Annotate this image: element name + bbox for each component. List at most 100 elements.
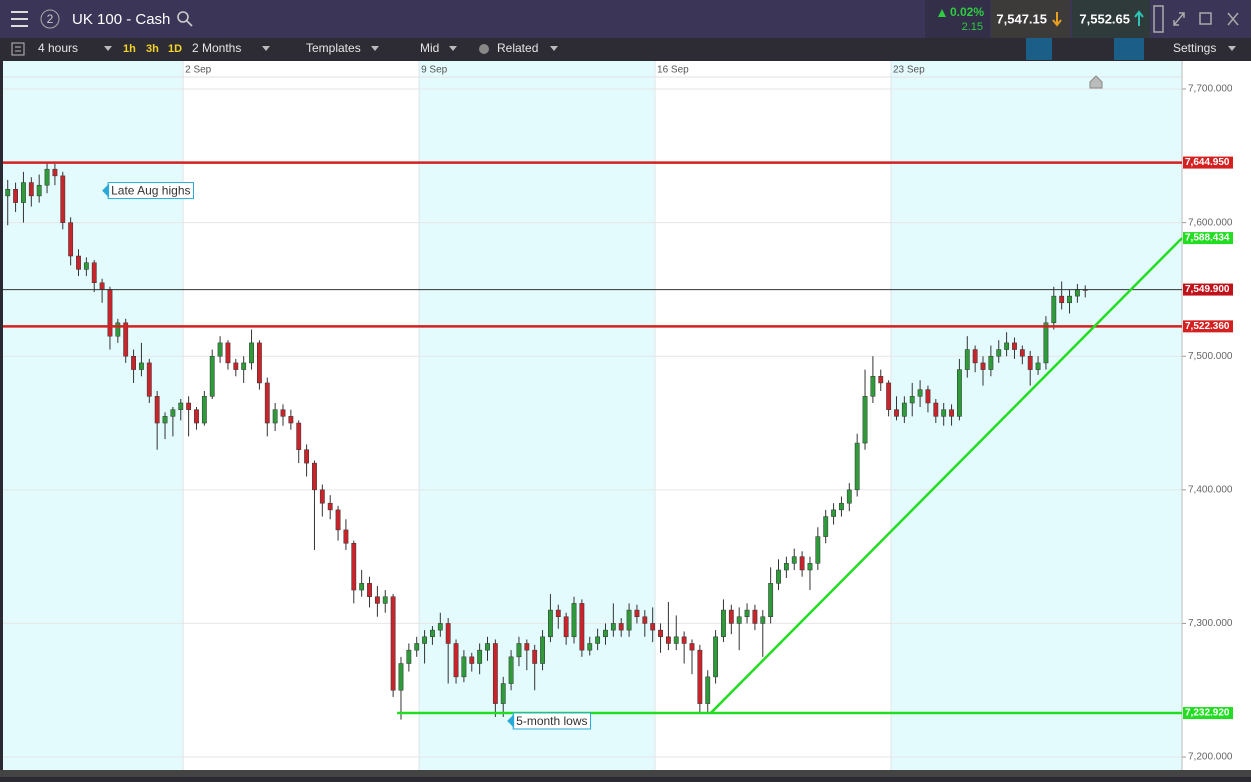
candle-body [485, 643, 490, 651]
candle-body [359, 583, 365, 591]
range[interactable]: 2 Months [192, 41, 241, 55]
buy-box[interactable] [1072, 0, 1150, 38]
toolbar-icon[interactable] [11, 42, 25, 56]
candle-body [925, 389, 931, 404]
price-tag [1183, 320, 1233, 333]
candle-body [414, 643, 420, 651]
change: 2.15 [962, 21, 983, 33]
candle-body [123, 322, 129, 357]
candle-body [603, 629, 608, 638]
candle-body [76, 255, 81, 270]
candle-body [548, 609, 553, 638]
candle-body [162, 416, 168, 424]
candle-body [312, 462, 317, 491]
candle-body [21, 182, 26, 203]
candle-body [264, 382, 270, 424]
candle-body [430, 629, 435, 638]
templates[interactable]: Templates [306, 41, 361, 55]
candle-body [445, 623, 451, 644]
candle-body [634, 609, 640, 618]
toolbar [0, 38, 1251, 60]
candle-body [406, 649, 412, 664]
active-tool[interactable] [1114, 38, 1144, 60]
candle-body [1019, 349, 1025, 357]
price-tag [1183, 283, 1233, 296]
candle-body [658, 629, 663, 638]
annotation-label: 5-month lows [516, 714, 587, 728]
candle-body [382, 596, 388, 604]
search-icon[interactable] [177, 11, 193, 27]
caret [262, 46, 270, 51]
candle-body [343, 529, 349, 544]
home-marker[interactable] [1089, 75, 1103, 89]
badge[interactable]: 2 [47, 12, 54, 26]
candle-body [99, 282, 105, 290]
badge-ring [40, 9, 60, 29]
candle-body [492, 643, 498, 704]
candle-body [886, 382, 892, 410]
candle-body [374, 596, 380, 604]
quick-interval[interactable]: 1h [123, 43, 136, 55]
candle-body [728, 609, 734, 624]
candle-body [83, 262, 89, 270]
up-triangle [938, 9, 946, 17]
candle-body [650, 623, 656, 631]
candle-body [595, 636, 601, 644]
x-tick-label: 23 Sep [893, 65, 925, 76]
active-tool[interactable] [1026, 38, 1052, 60]
candle-body [894, 409, 899, 417]
instrument-title[interactable]: UK 100 - Cash [72, 11, 170, 28]
candle-body [272, 409, 278, 424]
candle-body [1043, 322, 1049, 364]
buy-arrow [1134, 10, 1144, 26]
related[interactable]: Related [497, 41, 538, 55]
candle-body [532, 649, 538, 664]
price-tag-label: 7,588.434 [1185, 233, 1230, 244]
buy-price[interactable]: 7,552.65 [1079, 11, 1130, 26]
price-type[interactable]: Mid [420, 41, 439, 55]
candle-body [705, 676, 711, 704]
annotation-label: Late Aug highs [111, 184, 190, 198]
candle-body [327, 502, 333, 511]
candle-body [957, 369, 962, 417]
settings[interactable]: Settings [1173, 41, 1216, 55]
candle-body [823, 516, 829, 537]
y-tick-label: 7,200.000 [1188, 752, 1233, 763]
candle-body [540, 636, 545, 664]
candle-body [1074, 289, 1080, 297]
candle-body [500, 683, 506, 704]
candle-body [422, 636, 427, 644]
candle-body [107, 289, 113, 337]
window-icons[interactable] [1153, 5, 1239, 33]
candle-body [233, 362, 239, 370]
y-tick-label: 7,300.000 [1188, 618, 1233, 629]
candle-body [335, 509, 341, 531]
candle-body [752, 609, 758, 624]
menu-icon[interactable] [11, 11, 28, 27]
interval[interactable]: 4 hours [38, 41, 78, 55]
candle-body [351, 543, 357, 591]
change-box [925, 0, 990, 38]
candle-body [807, 563, 813, 571]
candle-body [508, 656, 514, 684]
candle-body [972, 349, 978, 364]
candle-body [917, 389, 923, 397]
quick-interval[interactable]: 1D [168, 43, 182, 55]
candle-body [178, 402, 184, 410]
candle-body [28, 182, 34, 197]
candle-body [453, 643, 459, 678]
sell-price[interactable]: 7,547.15 [996, 11, 1047, 26]
candle-body [933, 402, 939, 417]
quick-interval[interactable]: 3h [146, 43, 159, 55]
candle-body [91, 262, 97, 283]
candle-body [1067, 295, 1072, 304]
candle-body [870, 376, 876, 397]
related-icon [479, 44, 489, 54]
caret [550, 46, 558, 51]
x-tick-label: 16 Sep [657, 65, 689, 76]
candle-body [839, 502, 844, 511]
candle-body [398, 663, 404, 691]
candle-body [831, 509, 836, 517]
price-tag [1183, 707, 1233, 720]
candle-body [901, 402, 907, 417]
